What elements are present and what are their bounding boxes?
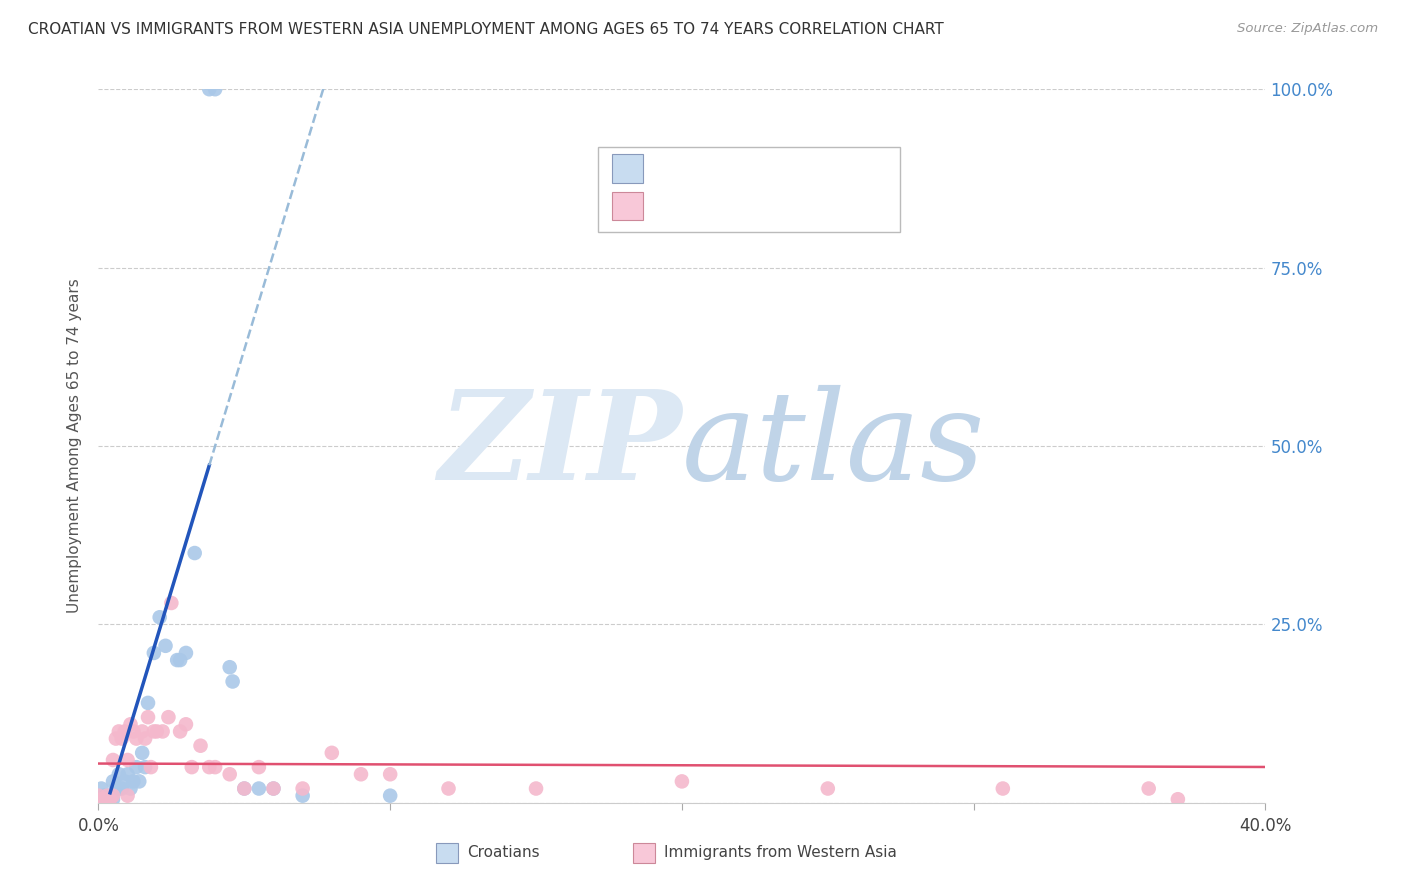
Point <box>139 760 162 774</box>
Point <box>1167 792 1189 806</box>
Point <box>198 760 221 774</box>
Text: atlas: atlas <box>682 385 986 507</box>
Point <box>247 760 270 774</box>
Point <box>117 767 139 781</box>
Point <box>96 792 118 806</box>
Point <box>136 710 159 724</box>
Point <box>131 724 153 739</box>
Point <box>104 781 127 796</box>
Point <box>117 789 139 803</box>
Point <box>817 781 839 796</box>
Point <box>101 792 124 806</box>
Point <box>87 789 110 803</box>
Point <box>98 792 121 806</box>
Point <box>350 767 373 781</box>
Point <box>160 596 183 610</box>
Point <box>233 781 256 796</box>
Text: 0.636: 0.636 <box>689 161 745 178</box>
Point <box>221 674 243 689</box>
Point <box>671 774 693 789</box>
Point <box>131 746 153 760</box>
Point <box>262 781 284 796</box>
Text: R =: R = <box>651 196 690 214</box>
Point <box>378 767 402 781</box>
Point <box>247 781 270 796</box>
Point <box>378 789 402 803</box>
Point <box>101 789 124 803</box>
Text: CROATIAN VS IMMIGRANTS FROM WESTERN ASIA UNEMPLOYMENT AMONG AGES 65 TO 74 YEARS : CROATIAN VS IMMIGRANTS FROM WESTERN ASIA… <box>28 22 943 37</box>
Point <box>125 760 148 774</box>
Point <box>291 781 314 796</box>
Point <box>198 82 221 96</box>
Point <box>108 781 131 796</box>
Text: Immigrants from Western Asia: Immigrants from Western Asia <box>664 846 897 860</box>
Text: -0.019: -0.019 <box>689 196 754 214</box>
Point <box>321 746 343 760</box>
Point <box>111 781 134 796</box>
Point <box>108 724 131 739</box>
Point <box>120 717 142 731</box>
Point <box>125 731 148 746</box>
Point <box>142 646 165 660</box>
Point <box>174 646 197 660</box>
Point <box>98 792 121 806</box>
Text: 47: 47 <box>804 196 830 214</box>
Point <box>218 660 240 674</box>
Point <box>120 781 142 796</box>
Point <box>157 710 180 724</box>
Text: N =: N = <box>756 196 808 214</box>
Point <box>90 781 112 796</box>
Point <box>122 774 145 789</box>
Point <box>134 760 156 774</box>
Point <box>114 774 136 789</box>
Point <box>180 760 202 774</box>
Y-axis label: Unemployment Among Ages 65 to 74 years: Unemployment Among Ages 65 to 74 years <box>67 278 83 614</box>
Point <box>108 767 131 781</box>
Text: 35: 35 <box>790 161 815 178</box>
Text: ZIP: ZIP <box>439 385 682 507</box>
Point <box>146 724 169 739</box>
Point <box>152 724 174 739</box>
Point <box>233 781 256 796</box>
Point <box>128 774 150 789</box>
Point <box>204 760 226 774</box>
Text: N =: N = <box>742 161 794 178</box>
Point <box>437 781 460 796</box>
Point <box>101 753 124 767</box>
Point <box>291 789 314 803</box>
Text: Croatians: Croatians <box>467 846 540 860</box>
Point <box>96 792 118 806</box>
Point <box>174 717 197 731</box>
Point <box>218 767 240 781</box>
Point <box>101 774 124 789</box>
Point <box>93 789 115 803</box>
Point <box>93 792 115 806</box>
Point <box>122 724 145 739</box>
Point <box>142 724 165 739</box>
Point <box>190 739 212 753</box>
Point <box>149 610 172 624</box>
Point <box>166 653 188 667</box>
Point <box>111 731 134 746</box>
Point <box>1137 781 1160 796</box>
Point <box>117 753 139 767</box>
Point <box>155 639 177 653</box>
Point <box>104 731 127 746</box>
Point <box>134 731 156 746</box>
Point <box>96 789 118 803</box>
Point <box>169 653 191 667</box>
Point <box>114 724 136 739</box>
Text: Source: ZipAtlas.com: Source: ZipAtlas.com <box>1237 22 1378 36</box>
Point <box>524 781 547 796</box>
Point <box>169 724 191 739</box>
Point <box>136 696 159 710</box>
Point <box>262 781 284 796</box>
Point <box>183 546 205 560</box>
Point <box>204 82 226 96</box>
Point <box>90 792 112 806</box>
Text: R =: R = <box>651 161 690 178</box>
Point <box>991 781 1014 796</box>
